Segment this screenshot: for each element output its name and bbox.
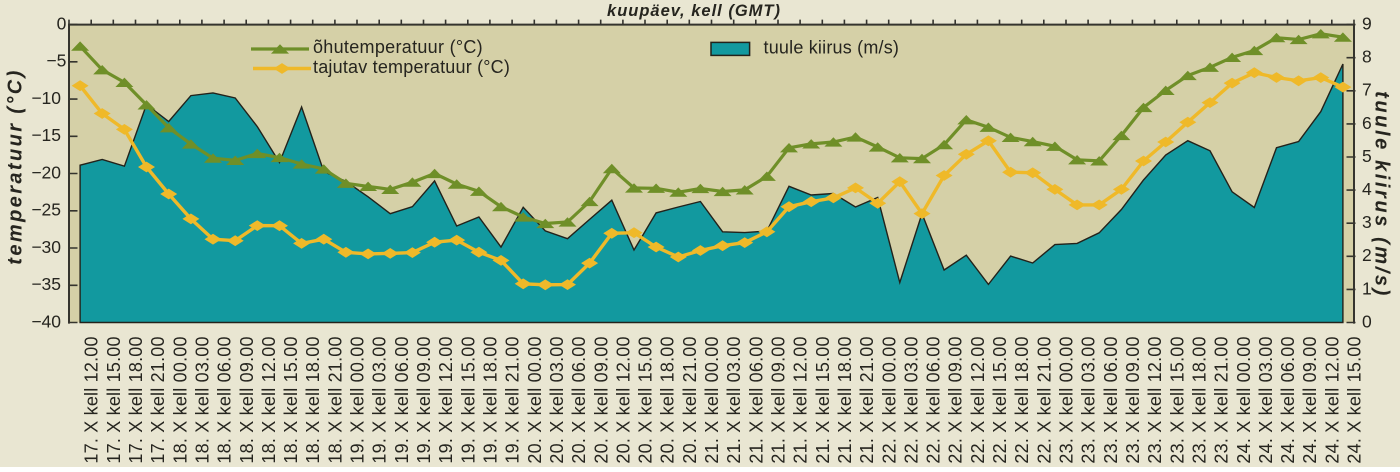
svg-text:21. X kell 03.00: 21. X kell 03.00 xyxy=(724,336,744,463)
svg-text:18. X kell 03.00: 18. X kell 03.00 xyxy=(193,336,213,463)
svg-text:24. X kell 15.00: 24. X kell 15.00 xyxy=(1345,336,1365,463)
svg-text:20. X kell 00.00: 20. X kell 00.00 xyxy=(525,336,545,463)
svg-text:23. X kell 06.00: 23. X kell 06.00 xyxy=(1101,336,1121,463)
svg-text:21. X kell 00.00: 21. X kell 00.00 xyxy=(702,336,722,463)
svg-text:19. X kell 03.00: 19. X kell 03.00 xyxy=(370,336,390,463)
svg-text:1: 1 xyxy=(1362,278,1372,298)
svg-text:18. X kell 15.00: 18. X kell 15.00 xyxy=(281,336,301,463)
svg-text:17. X kell 21.00: 17. X kell 21.00 xyxy=(148,336,168,463)
svg-text:tajutav temperatuur (°C): tajutav temperatuur (°C) xyxy=(313,57,510,77)
svg-text:tuule kiirus (m/s): tuule kiirus (m/s) xyxy=(1371,91,1393,298)
svg-text:õhutemperatuur (°C): õhutemperatuur (°C) xyxy=(313,37,483,57)
svg-text:23. X kell 09.00: 23. X kell 09.00 xyxy=(1123,336,1143,463)
svg-text:23. X kell 18.00: 23. X kell 18.00 xyxy=(1190,336,1210,463)
svg-text:−30: −30 xyxy=(31,237,61,257)
svg-text:−15: −15 xyxy=(31,125,61,145)
svg-text:6: 6 xyxy=(1362,113,1372,133)
svg-text:19. X kell 09.00: 19. X kell 09.00 xyxy=(414,336,434,463)
svg-text:23. X kell 12.00: 23. X kell 12.00 xyxy=(1145,336,1165,463)
svg-text:−40: −40 xyxy=(31,311,61,331)
svg-text:17. X kell 12.00: 17. X kell 12.00 xyxy=(82,336,102,463)
svg-text:22. X kell 03.00: 22. X kell 03.00 xyxy=(901,336,921,463)
svg-text:23. X kell 03.00: 23. X kell 03.00 xyxy=(1079,336,1099,463)
svg-text:17. X kell 18.00: 17. X kell 18.00 xyxy=(126,336,146,463)
svg-text:4: 4 xyxy=(1362,179,1372,199)
svg-text:20. X kell 12.00: 20. X kell 12.00 xyxy=(613,336,633,463)
svg-text:18. X kell 09.00: 18. X kell 09.00 xyxy=(237,336,257,463)
svg-text:18. X kell 21.00: 18. X kell 21.00 xyxy=(325,336,345,463)
svg-text:0: 0 xyxy=(1362,311,1372,331)
svg-text:22. X kell 09.00: 22. X kell 09.00 xyxy=(946,336,966,463)
svg-text:23. X kell 00.00: 23. X kell 00.00 xyxy=(1057,336,1077,463)
svg-text:20. X kell 18.00: 20. X kell 18.00 xyxy=(658,336,678,463)
svg-text:18. X kell 06.00: 18. X kell 06.00 xyxy=(215,336,235,463)
svg-text:24. X kell 00.00: 24. X kell 00.00 xyxy=(1234,336,1254,463)
svg-text:21. X kell 12.00: 21. X kell 12.00 xyxy=(791,336,811,463)
svg-text:3: 3 xyxy=(1362,212,1372,232)
svg-text:22. X kell 00.00: 22. X kell 00.00 xyxy=(879,336,899,463)
svg-text:21. X kell 06.00: 21. X kell 06.00 xyxy=(746,336,766,463)
svg-text:18. X kell 18.00: 18. X kell 18.00 xyxy=(303,336,323,463)
svg-text:19. X kell 15.00: 19. X kell 15.00 xyxy=(458,336,478,463)
svg-text:temperatuur (°C): temperatuur (°C) xyxy=(5,68,27,264)
svg-text:20. X kell 21.00: 20. X kell 21.00 xyxy=(680,336,700,463)
svg-text:kuupäev, kell (GMT): kuupäev, kell (GMT) xyxy=(607,2,781,20)
svg-text:−5: −5 xyxy=(46,51,66,71)
svg-text:9: 9 xyxy=(1362,14,1372,34)
svg-text:22. X kell 15.00: 22. X kell 15.00 xyxy=(990,336,1010,463)
svg-text:19. X kell 21.00: 19. X kell 21.00 xyxy=(503,336,523,463)
svg-text:−35: −35 xyxy=(31,274,61,294)
svg-text:19. X kell 00.00: 19. X kell 00.00 xyxy=(348,336,368,463)
svg-text:21. X kell 09.00: 21. X kell 09.00 xyxy=(769,336,789,463)
svg-text:24. X kell 03.00: 24. X kell 03.00 xyxy=(1256,336,1276,463)
svg-text:24. X kell 06.00: 24. X kell 06.00 xyxy=(1278,336,1298,463)
svg-text:20. X kell 03.00: 20. X kell 03.00 xyxy=(547,336,567,463)
svg-text:5: 5 xyxy=(1362,146,1372,166)
svg-text:20. X kell 06.00: 20. X kell 06.00 xyxy=(569,336,589,463)
svg-text:22. X kell 21.00: 22. X kell 21.00 xyxy=(1034,336,1054,463)
svg-text:−25: −25 xyxy=(31,200,61,220)
svg-text:0: 0 xyxy=(57,14,67,34)
svg-text:2: 2 xyxy=(1362,245,1372,265)
svg-text:21. X kell 18.00: 21. X kell 18.00 xyxy=(835,336,855,463)
svg-text:18. X kell 12.00: 18. X kell 12.00 xyxy=(259,336,279,463)
svg-text:23. X kell 15.00: 23. X kell 15.00 xyxy=(1167,336,1187,463)
svg-text:19. X kell 12.00: 19. X kell 12.00 xyxy=(436,336,456,463)
svg-text:22. X kell 12.00: 22. X kell 12.00 xyxy=(968,336,988,463)
svg-text:20. X kell 09.00: 20. X kell 09.00 xyxy=(591,336,611,463)
svg-text:24. X kell 09.00: 24. X kell 09.00 xyxy=(1300,336,1320,463)
svg-text:tuule kiirus (m/s): tuule kiirus (m/s) xyxy=(764,38,900,58)
svg-text:22. X kell 06.00: 22. X kell 06.00 xyxy=(924,336,944,463)
svg-text:−20: −20 xyxy=(31,162,61,182)
svg-text:21. X kell 15.00: 21. X kell 15.00 xyxy=(813,336,833,463)
svg-text:23. X kell 21.00: 23. X kell 21.00 xyxy=(1212,336,1232,463)
svg-text:20. X kell 15.00: 20. X kell 15.00 xyxy=(636,336,656,463)
svg-text:24. X kell 12.00: 24. X kell 12.00 xyxy=(1322,336,1342,463)
svg-text:19. X kell 06.00: 19. X kell 06.00 xyxy=(392,336,412,463)
svg-text:−10: −10 xyxy=(31,88,61,108)
svg-text:21. X kell 21.00: 21. X kell 21.00 xyxy=(857,336,877,463)
svg-text:18. X kell 00.00: 18. X kell 00.00 xyxy=(170,336,190,463)
svg-text:7: 7 xyxy=(1362,80,1372,100)
svg-text:17. X kell 15.00: 17. X kell 15.00 xyxy=(104,336,124,463)
svg-text:22. X kell 18.00: 22. X kell 18.00 xyxy=(1012,336,1032,463)
svg-text:19. X kell 18.00: 19. X kell 18.00 xyxy=(481,336,501,463)
svg-text:8: 8 xyxy=(1362,47,1372,67)
